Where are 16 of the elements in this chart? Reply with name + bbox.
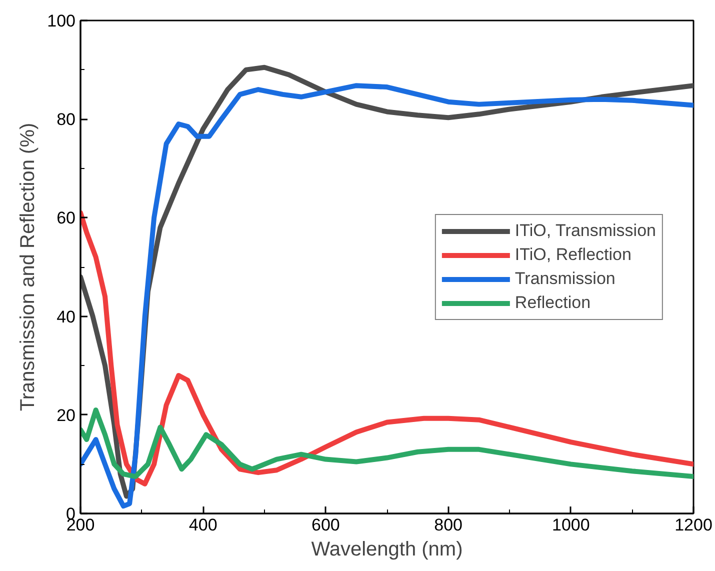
y-tick-label: 60 [56, 208, 76, 228]
legend-label: Transmission [514, 268, 616, 288]
x-axis-title: Wavelength (nm) [311, 538, 463, 560]
x-tick-label: 800 [434, 516, 462, 534]
x-tick-label: 1000 [552, 516, 590, 534]
y-tick-label: 20 [56, 406, 76, 425]
y-tick-label: 80 [56, 110, 76, 130]
x-tick-label: 600 [312, 516, 340, 534]
legend-label: Reflection [514, 292, 591, 312]
legend-label: ITiO, Reflection [514, 244, 632, 264]
y-tick-label: 100 [47, 12, 76, 30]
x-tick-label: 1200 [674, 516, 712, 534]
x-tick-label: 400 [188, 516, 218, 534]
legend-label: ITiO, Transmission [514, 220, 656, 240]
y-tick-label: 40 [56, 307, 76, 326]
y-axis-title: Transmission and Reflection (%) [17, 122, 40, 412]
